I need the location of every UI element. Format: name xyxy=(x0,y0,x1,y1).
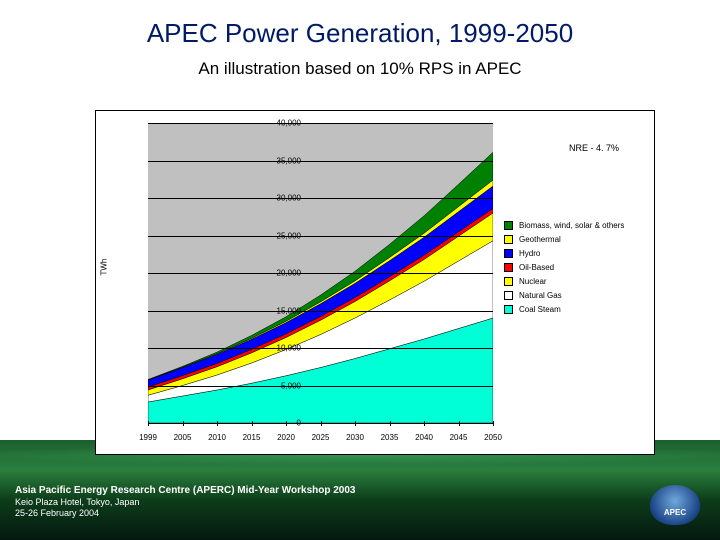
grid-line xyxy=(148,123,493,124)
grid-line xyxy=(148,273,493,274)
x-tick-label: 2010 xyxy=(208,433,226,442)
x-tick xyxy=(459,421,460,426)
grid-line xyxy=(148,161,493,162)
legend-label: Coal Steam xyxy=(519,305,561,314)
chart-legend: Biomass, wind, solar & others Geothermal H… xyxy=(504,221,644,319)
legend-item: Hydro xyxy=(504,249,644,258)
y-axis-label: TWh xyxy=(100,259,109,276)
y-tick-label: 40,000 xyxy=(253,119,301,128)
page-subtitle: An illustration based on 10% RPS in APEC xyxy=(0,59,720,79)
y-tick-label: 15,000 xyxy=(253,306,301,315)
x-tick-label: 2020 xyxy=(277,433,295,442)
x-tick xyxy=(355,421,356,426)
x-tick-label: 2015 xyxy=(243,433,261,442)
footer-line2: Keio Plaza Hotel, Tokyo, Japan xyxy=(15,497,356,509)
legend-label: Geothermal xyxy=(519,235,561,244)
x-tick-label: 2005 xyxy=(174,433,192,442)
legend-item: Biomass, wind, solar & others xyxy=(504,221,644,230)
x-tick xyxy=(217,421,218,426)
x-tick-label: 2025 xyxy=(312,433,330,442)
legend-swatch xyxy=(504,305,513,314)
chart-annotation: NRE - 4. 7% xyxy=(569,143,619,153)
legend-swatch xyxy=(504,221,513,230)
x-tick-label: 2040 xyxy=(415,433,433,442)
legend-item: Oil-Based xyxy=(504,263,644,272)
legend-item: Nuclear xyxy=(504,277,644,286)
x-tick xyxy=(252,421,253,426)
y-tick-label: 30,000 xyxy=(253,194,301,203)
grid-line xyxy=(148,236,493,237)
x-tick xyxy=(390,421,391,426)
y-tick-label: 10,000 xyxy=(253,344,301,353)
legend-swatch xyxy=(504,277,513,286)
x-tick xyxy=(183,421,184,426)
legend-label: Nuclear xyxy=(519,277,547,286)
footer-text: Asia Pacific Energy Research Centre (APE… xyxy=(15,484,356,520)
legend-item: Coal Steam xyxy=(504,305,644,314)
x-tick xyxy=(148,421,149,426)
footer-line3: 25-26 February 2004 xyxy=(15,508,356,520)
grid-line xyxy=(148,348,493,349)
y-tick-label: 0 xyxy=(253,419,301,428)
legend-label: Biomass, wind, solar & others xyxy=(519,221,624,230)
x-tick-label: 2035 xyxy=(381,433,399,442)
grid-line xyxy=(148,311,493,312)
legend-swatch xyxy=(504,235,513,244)
chart-container: TWh Biomass, wind, solar & others Geother… xyxy=(95,110,655,455)
legend-label: Hydro xyxy=(519,249,540,258)
x-tick-label: 2045 xyxy=(450,433,468,442)
y-tick-label: 25,000 xyxy=(253,231,301,240)
x-tick xyxy=(493,421,494,426)
legend-item: Natural Gas xyxy=(504,291,644,300)
x-tick xyxy=(424,421,425,426)
page-title: APEC Power Generation, 1999-2050 xyxy=(0,0,720,49)
x-tick-label: 2030 xyxy=(346,433,364,442)
legend-swatch xyxy=(504,263,513,272)
y-tick-label: 35,000 xyxy=(253,156,301,165)
x-tick-label: 1999 xyxy=(139,433,157,442)
legend-item: Geothermal xyxy=(504,235,644,244)
footer-line1: Asia Pacific Energy Research Centre (APE… xyxy=(15,484,356,497)
legend-swatch xyxy=(504,291,513,300)
x-tick xyxy=(321,421,322,426)
legend-label: Natural Gas xyxy=(519,291,562,300)
apec-logo: APEC xyxy=(650,485,700,525)
grid-line xyxy=(148,198,493,199)
y-tick-label: 20,000 xyxy=(253,269,301,278)
legend-swatch xyxy=(504,249,513,258)
legend-label: Oil-Based xyxy=(519,263,554,272)
grid-line xyxy=(148,386,493,387)
x-tick-label: 2050 xyxy=(484,433,502,442)
y-tick-label: 5,000 xyxy=(253,381,301,390)
x-tick xyxy=(286,421,287,426)
